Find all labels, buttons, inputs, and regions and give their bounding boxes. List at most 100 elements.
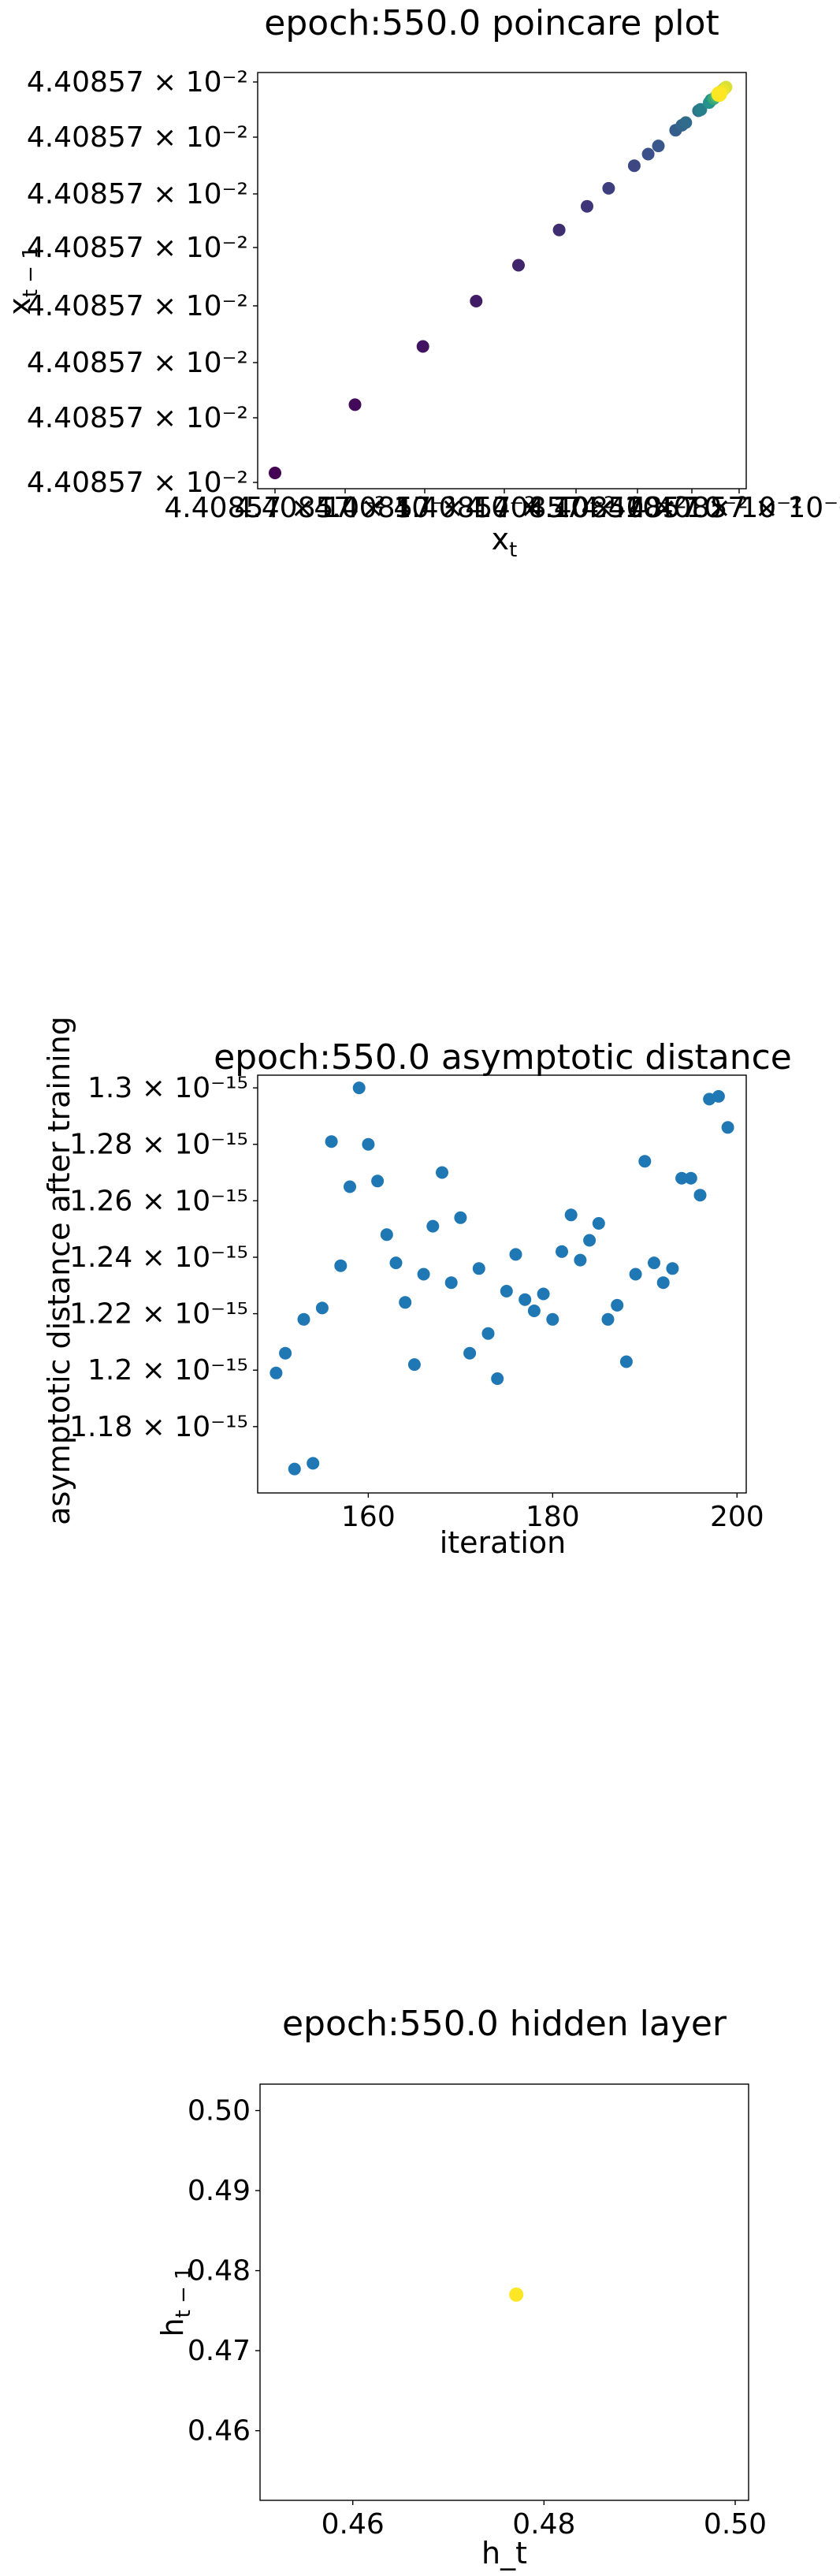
asymptotic-distance-x-axis: 160 180 200 <box>341 1493 764 1533</box>
y-tick-label: 4.40857 × 10⁻² <box>27 232 248 264</box>
poincare-x-axis-label: xt <box>492 522 518 562</box>
y-tick-label: 4.40857 × 10⁻² <box>27 402 248 434</box>
scatter-point <box>638 1155 652 1168</box>
poincare-y-axis: 4.40857 × 10⁻² 4.40857 × 10⁻² 4.40857 × 10… <box>27 66 258 499</box>
scatter-point <box>417 1268 430 1281</box>
poincare-point <box>602 181 615 195</box>
scatter-point <box>436 1166 448 1179</box>
scatter-point <box>712 1089 725 1103</box>
scatter-point <box>444 1276 458 1290</box>
poincare-point <box>348 398 362 411</box>
poincare-point <box>627 159 641 173</box>
y-tick-label: 4.40857 × 10⁻² <box>27 347 248 379</box>
y-tick-label: 1.18 × 10⁻¹⁵ <box>69 1411 248 1443</box>
scatter-point <box>407 1358 421 1372</box>
poincare-plot-chart: epoch:550.0 poincare plot 4.40857 × 10⁻²… <box>2 3 840 562</box>
scatter-point <box>546 1312 559 1326</box>
scatter-point <box>334 1259 348 1272</box>
scatter-point <box>629 1268 642 1281</box>
scatter-point <box>325 1135 338 1148</box>
scatter-point <box>666 1262 679 1275</box>
scatter-point <box>279 1346 292 1360</box>
x-tick-label: 180 <box>526 1501 580 1533</box>
scatter-point <box>583 1234 597 1247</box>
scatter-point <box>426 1219 440 1233</box>
poincare-point <box>416 340 429 353</box>
scatter-point <box>656 1276 670 1290</box>
scatter-point <box>509 1248 522 1261</box>
y-tick-label: 0.48 <box>188 2255 251 2288</box>
scatter-point <box>518 1293 532 1306</box>
y-tick-label: 1.3 × 10⁻¹⁵ <box>87 1072 248 1104</box>
asymptotic-distance-x-axis-label: iteration <box>440 1525 567 1560</box>
y-tick-label: 1.22 × 10⁻¹⁵ <box>69 1298 248 1331</box>
scatter-point <box>288 1462 301 1476</box>
scatter-point <box>684 1171 697 1185</box>
scatter-point <box>509 2288 524 2302</box>
y-tick-label: 0.46 <box>188 2415 251 2448</box>
scatter-point <box>527 1305 541 1317</box>
scatter-point <box>648 1256 660 1270</box>
scatter-point <box>352 1081 366 1095</box>
y-tick-label: 4.40857 × 10⁻² <box>27 290 248 322</box>
scatter-point <box>297 1312 310 1326</box>
y-tick-label: 4.40857 × 10⁻² <box>27 178 248 210</box>
scatter-point <box>611 1298 624 1312</box>
scatter-point <box>481 1327 495 1340</box>
poincare-point <box>512 259 525 272</box>
y-tick-label: 4.40857 × 10⁻² <box>27 121 248 154</box>
hidden-layer-x-axis-label: h_t <box>481 2536 527 2570</box>
y-tick-label: 1.24 × 10⁻¹⁵ <box>69 1241 248 1274</box>
poincare-point <box>679 116 693 129</box>
poincare-point <box>470 295 483 307</box>
hidden-layer-chart: epoch:550.0 hidden layer 0.46 0.47 0.48 0.4… <box>155 2004 767 2570</box>
scatter-point <box>675 1171 689 1185</box>
poincare-y-axis-label: xt − 1 <box>2 246 43 315</box>
scatter-point <box>601 1312 615 1326</box>
poincare-points <box>269 80 733 479</box>
hidden-layer-y-axis-label: ht − 1 <box>155 2266 195 2336</box>
y-tick-label: 0.50 <box>188 2095 251 2127</box>
scatter-point <box>564 1208 578 1222</box>
y-tick-label: 0.49 <box>188 2175 251 2207</box>
x-tick-label: 0.48 <box>512 2508 575 2541</box>
x-tick-label: 4.40857 × 10⁻² <box>581 492 802 524</box>
hidden-layer-points <box>509 2288 524 2302</box>
scatter-point <box>619 1355 633 1368</box>
asymptotic-distance-y-axis: 1.18 × 10⁻¹⁵ 1.2 × 10⁻¹⁵ 1.22 × 10⁻¹⁵ 1.24 … <box>69 1072 258 1443</box>
poincare-point <box>652 140 665 153</box>
scatter-point <box>399 1296 412 1309</box>
scatter-point <box>269 1366 283 1379</box>
scatter-point <box>344 1180 356 1193</box>
x-tick-label: 4.40857 × 10⁻² <box>164 492 385 524</box>
poincare-point <box>581 199 593 213</box>
x-tick-label: 4.40857 × 10⁻² <box>465 492 686 524</box>
x-tick-label: 160 <box>341 1501 396 1533</box>
poincare-plot-frame <box>257 72 747 490</box>
poincare-point <box>711 86 727 102</box>
asymptotic-distance-y-axis-label: asymptotic distance after training <box>42 1016 76 1525</box>
scatter-point <box>472 1262 485 1275</box>
asymptotic-distance-title: epoch:550.0 asymptotic distance <box>214 1037 792 1078</box>
poincare-point <box>694 103 708 117</box>
y-tick-label: 0.47 <box>188 2335 251 2367</box>
scatter-point <box>592 1217 605 1230</box>
poincare-point <box>641 147 655 161</box>
scatter-point <box>491 1372 504 1385</box>
y-tick-label: 1.28 × 10⁻¹⁵ <box>69 1129 248 1161</box>
scatter-point <box>463 1346 477 1360</box>
scatter-point <box>537 1287 550 1301</box>
scatter-point <box>721 1121 734 1134</box>
scatter-point <box>307 1457 320 1470</box>
scatter-point <box>315 1301 329 1315</box>
scatter-point <box>500 1285 513 1297</box>
poincare-x-axis: 4.40857 × 10⁻²4.40857 × 10⁻²4.40857 × 10… <box>164 489 840 524</box>
x-tick-label: 0.50 <box>704 2508 767 2541</box>
x-tick-label: 4.40857 × 10⁻² <box>234 492 455 524</box>
x-tick-label: 0.46 <box>322 2508 385 2541</box>
scatter-point <box>574 1253 587 1267</box>
scatter-point <box>380 1228 393 1241</box>
hidden-layer-title: epoch:550.0 hidden layer <box>282 2004 727 2044</box>
x-tick-label: 4.40857 × 10⁻² <box>314 492 535 524</box>
hidden-layer-frame <box>259 2083 749 2501</box>
